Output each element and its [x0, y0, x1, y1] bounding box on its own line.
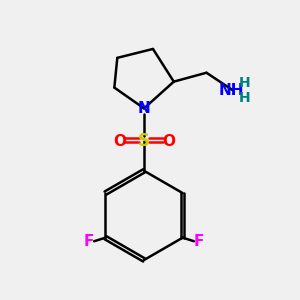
Text: S: S	[138, 132, 150, 150]
Text: F: F	[84, 234, 94, 249]
Text: NH: NH	[219, 83, 244, 98]
Text: O: O	[113, 134, 126, 148]
Text: F: F	[194, 234, 205, 249]
Text: N: N	[138, 101, 150, 116]
Text: H: H	[239, 91, 250, 105]
Text: H: H	[239, 76, 250, 90]
Text: O: O	[162, 134, 175, 148]
